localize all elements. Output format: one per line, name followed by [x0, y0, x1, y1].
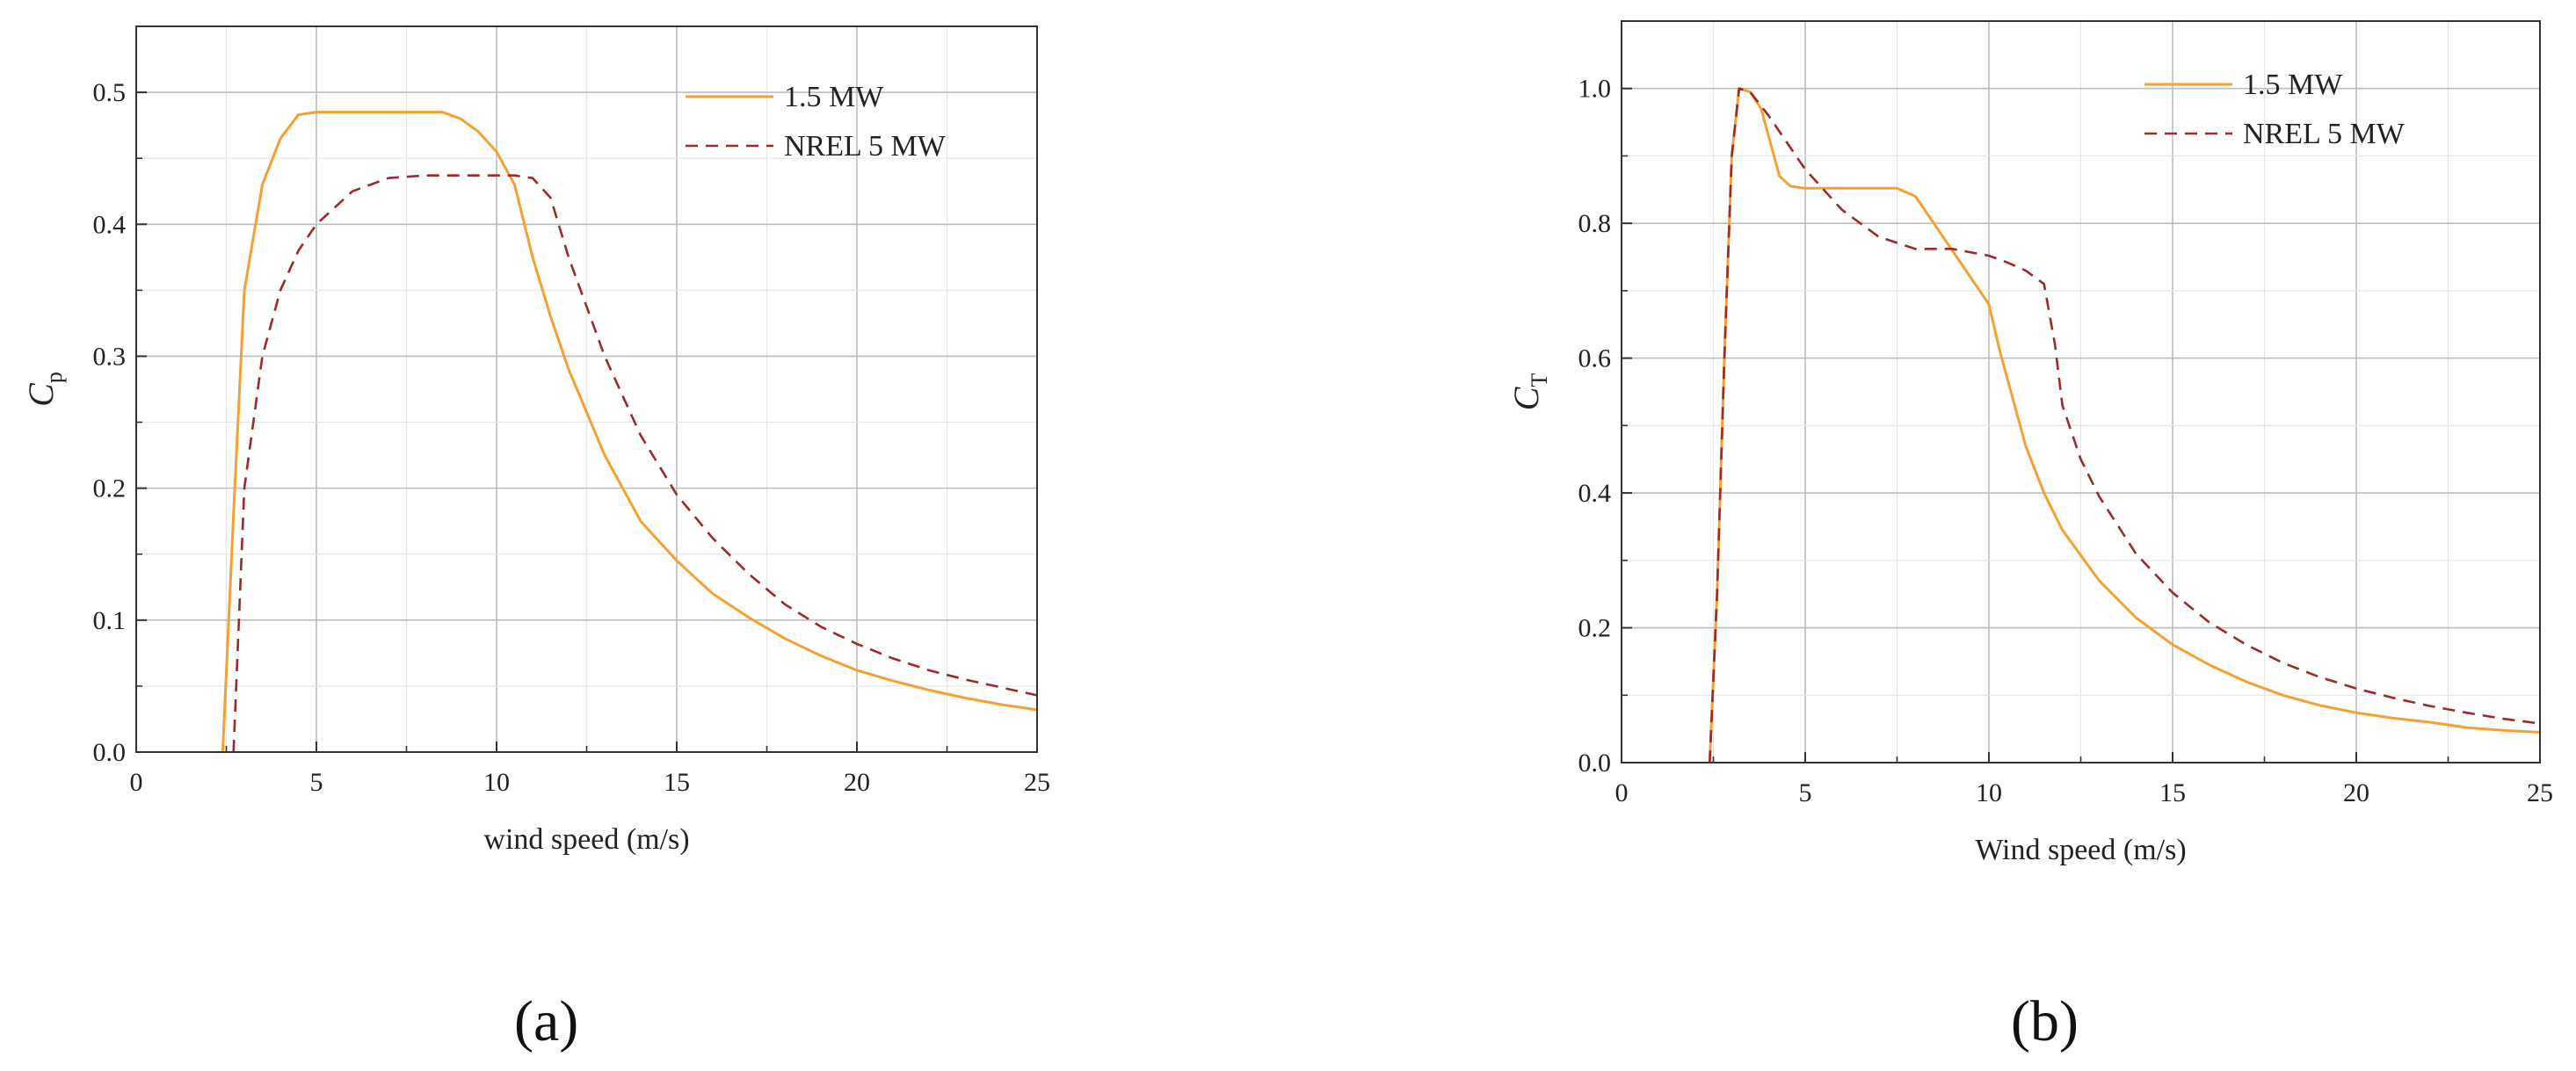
chart-b-legend: 1.5 MW NREL 5 MW — [2144, 69, 2405, 150]
x-tick-label: 20 — [844, 768, 870, 797]
chart-panel-a: 0 5 10 15 20 25 0.0 0.1 0.2 0.3 0.4 0.5 wind speed … — [21, 25, 1050, 856]
x-tick-label: 10 — [483, 768, 510, 797]
series-line-a-1 — [221, 111, 1038, 753]
y-tick-label: 0.4 — [93, 210, 127, 239]
legend-label: 1.5 MW — [784, 81, 884, 113]
chart-b-series — [1708, 87, 2541, 763]
series-line-b-1 — [1708, 87, 2541, 763]
chart-a-y-axis-label-main: C — [21, 382, 61, 407]
chart-panel-b: 0 5 10 15 20 25 0.0 0.2 0.4 0.6 0.8 1.0 Wind speed … — [1506, 20, 2553, 866]
y-tick-label: 0.1 — [93, 606, 127, 635]
x-tick-label: 0 — [130, 768, 143, 797]
chart-a-x-axis-label: wind speed (m/s) — [483, 823, 689, 856]
chart-a-ticks: 0 5 10 15 20 25 0.0 0.1 0.2 0.3 0.4 0.5 — [93, 25, 1050, 797]
series-line-a-2 — [232, 174, 1038, 753]
chart-b-y-axis-label-main: C — [1506, 386, 1546, 410]
y-tick-label: 0.0 — [1578, 749, 1612, 778]
y-tick-label: 0.6 — [1578, 344, 1612, 373]
chart-b-x-axis-label: Wind speed (m/s) — [1975, 834, 2186, 866]
chart-b-y-axis-label-sub: T — [1527, 373, 1552, 387]
x-tick-label: 5 — [310, 768, 323, 797]
chart-b-y-axis-label: CT — [1506, 373, 1552, 411]
x-tick-label: 15 — [2159, 778, 2186, 807]
x-tick-label: 0 — [1615, 778, 1629, 807]
y-tick-label: 0.2 — [1578, 614, 1612, 643]
x-tick-label: 15 — [664, 768, 690, 797]
chart-a-legend: 1.5 MW NREL 5 MW — [686, 81, 947, 163]
chart-b-ticks: 0 5 10 15 20 25 0.0 0.2 0.4 0.6 0.8 1.0 — [1578, 20, 2553, 807]
y-tick-label: 0.3 — [93, 342, 127, 371]
y-tick-label: 0.5 — [93, 78, 127, 107]
x-tick-label: 25 — [2527, 778, 2553, 807]
y-tick-label: 0.2 — [93, 474, 127, 503]
panel-label-b: (b) — [2011, 989, 2079, 1053]
chart-a-y-axis-label-sub: p — [41, 372, 67, 383]
legend-label: NREL 5 MW — [2243, 118, 2405, 150]
y-tick-label: 1.0 — [1578, 75, 1612, 104]
chart-a-y-axis-label: Cp — [21, 372, 67, 407]
panel-label-a: (a) — [514, 989, 579, 1053]
x-tick-label: 20 — [2343, 778, 2369, 807]
chart-a-series — [221, 111, 1038, 753]
legend-label: 1.5 MW — [2243, 69, 2343, 101]
y-tick-label: 0.8 — [1578, 209, 1612, 238]
y-tick-label: 0.0 — [93, 738, 127, 767]
series-line-b-2 — [1709, 87, 2541, 763]
x-tick-label: 25 — [1024, 768, 1050, 797]
legend-label: NREL 5 MW — [784, 130, 947, 163]
x-tick-label: 5 — [1799, 778, 1812, 807]
x-tick-label: 10 — [1976, 778, 2002, 807]
y-tick-label: 0.4 — [1578, 479, 1612, 508]
